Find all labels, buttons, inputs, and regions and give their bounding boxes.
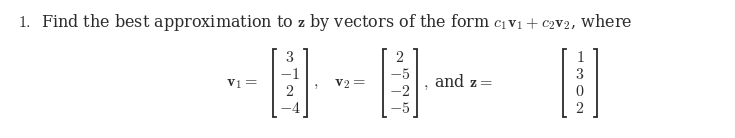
Text: $-2$: $-2$ xyxy=(390,83,411,100)
Text: $,$: $,$ xyxy=(313,74,318,91)
Text: $-1$: $-1$ xyxy=(279,66,301,83)
Text: $3$: $3$ xyxy=(285,49,295,66)
Text: $3$: $3$ xyxy=(576,66,584,83)
Text: $1.\;\;$Find the best approximation to $\mathbf{z}$ by vectors of the form $c_1\: $1.\;\;$Find the best approximation to $… xyxy=(18,12,632,33)
Text: $,\;$and $\mathbf{z} =$: $,\;$and $\mathbf{z} =$ xyxy=(423,73,492,92)
Text: $-5$: $-5$ xyxy=(390,100,411,117)
Text: $0$: $0$ xyxy=(576,83,584,100)
Text: $\mathbf{v}_1 =$: $\mathbf{v}_1 =$ xyxy=(226,74,258,91)
Text: $2$: $2$ xyxy=(395,49,404,66)
Text: $2$: $2$ xyxy=(576,100,584,117)
Text: $1$: $1$ xyxy=(576,49,584,66)
Text: $2$: $2$ xyxy=(285,83,295,100)
Text: $-5$: $-5$ xyxy=(390,66,411,83)
Text: $\mathbf{v}_2 =$: $\mathbf{v}_2 =$ xyxy=(334,74,366,91)
Text: $-4$: $-4$ xyxy=(279,100,301,117)
